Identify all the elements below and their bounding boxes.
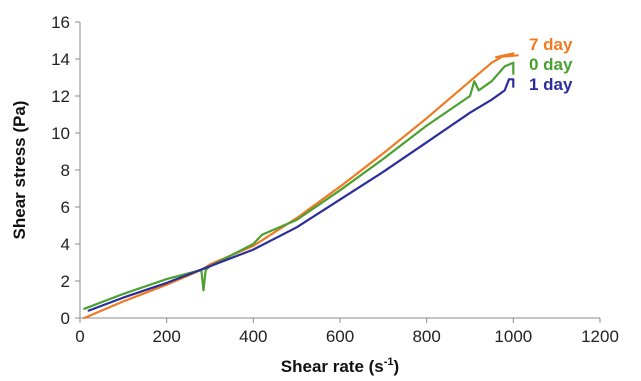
series-line-1-day (87, 78, 515, 312)
x-tick-label: 600 (326, 327, 354, 346)
series-line-0-day (83, 61, 515, 310)
series-line-7-day (83, 52, 519, 320)
x-tick-label: 800 (412, 327, 440, 346)
y-tick-label: 12 (51, 87, 70, 106)
axes (79, 22, 600, 319)
y-tick-label: 8 (61, 161, 70, 180)
legend-label-1-day: 1 day (529, 75, 573, 94)
x-axis-title: Shear rate (s-1) (281, 356, 399, 376)
x-tick-label: 400 (239, 327, 267, 346)
x-tick-label: 1200 (581, 327, 619, 346)
y-tick-label: 10 (51, 124, 70, 143)
y-tick-label: 0 (61, 309, 70, 328)
y-tick-label: 6 (61, 198, 70, 217)
x-tick-label: 0 (75, 327, 84, 346)
y-tick-label: 16 (51, 13, 70, 32)
y-tick-label: 2 (61, 272, 70, 291)
x-tick-label: 1000 (494, 327, 532, 346)
y-tick-label: 14 (51, 50, 70, 69)
y-axis-title: Shear stress (Pa) (10, 101, 29, 240)
y-tick-label: 4 (61, 235, 70, 254)
x-tick-group: 0 200 400 600 800 1000 1200 (75, 318, 619, 346)
series-layer (83, 52, 519, 320)
legend-label-0-day: 0 day (529, 55, 573, 74)
x-tick-label: 200 (152, 327, 180, 346)
y-tick-group: 0 2 4 6 8 10 12 14 16 (51, 13, 80, 328)
legend-label-7-day: 7 day (529, 35, 573, 54)
